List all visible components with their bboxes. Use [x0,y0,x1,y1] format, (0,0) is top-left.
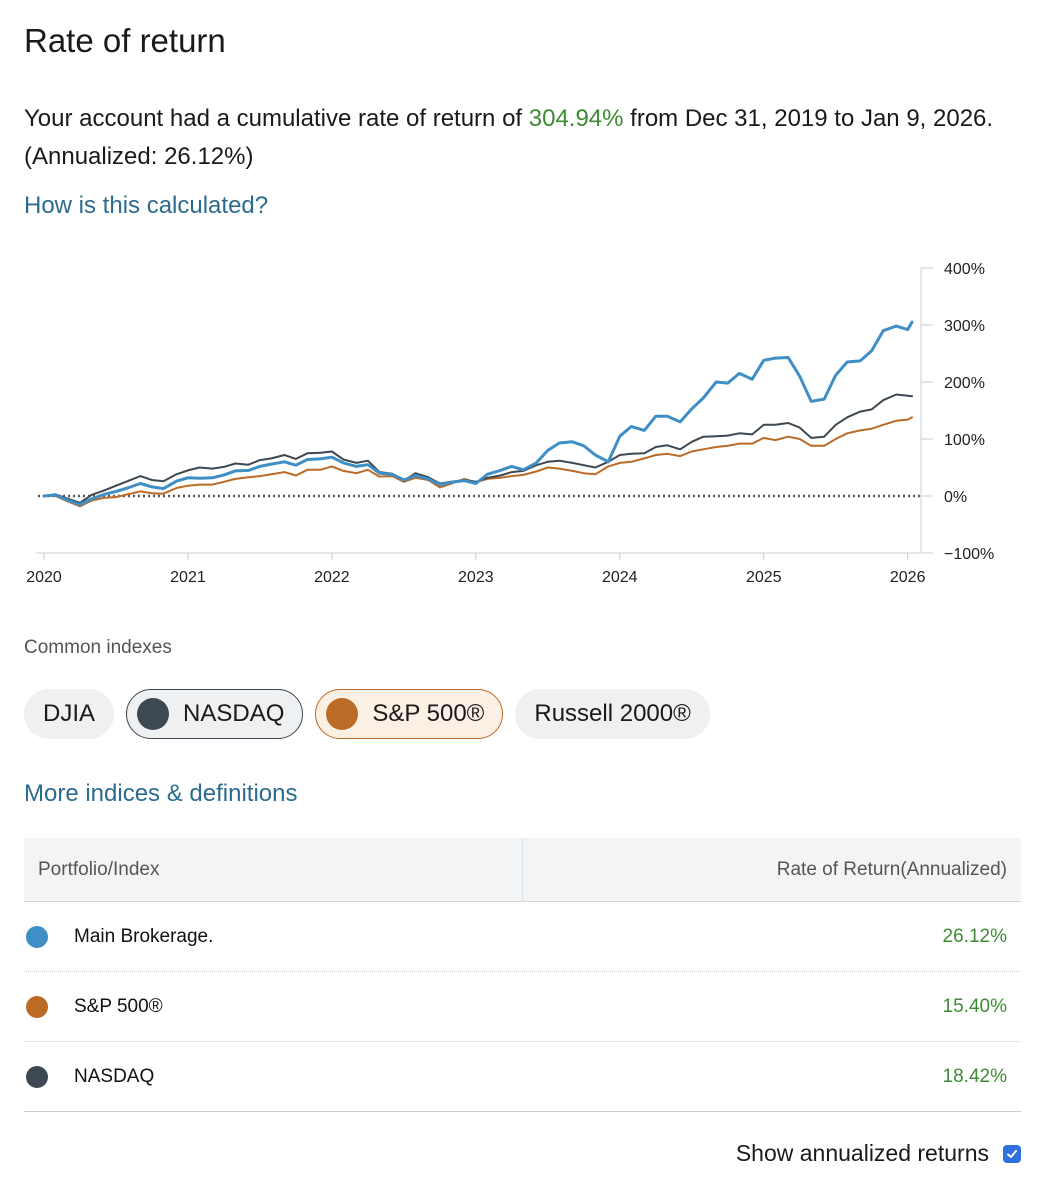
index-toggle-group: DJIA NASDAQ S&P 500® Russell 2000® [24,689,710,739]
col-header-portfolio[interactable]: Portfolio/Index [38,858,160,880]
table-header: Portfolio/Index Rate of Return(Annualize… [24,838,1021,902]
index-pill-label: Russell 2000® [534,700,691,727]
x-tick-label: 2026 [890,569,926,586]
x-tick-label: 2025 [746,569,782,586]
x-tick-label: 2021 [170,569,206,586]
row-name: S&P 500® [74,995,163,1017]
nasdaq-color-dot [137,698,170,730]
page-title: Rate of return [24,22,226,59]
series-color-dot [26,995,48,1018]
series-line-s-p-500 [43,416,913,508]
col-header-rate-of-return[interactable]: Rate of Return(Annualized) [522,838,1021,901]
x-tick-label: 2020 [26,569,62,586]
common-indexes-label: Common indexes [24,637,172,658]
index-pill-djia[interactable]: DJIA [24,689,115,739]
y-tick-label: 200% [944,375,985,392]
cumulative-return-value: 304.94% [528,105,624,132]
rate-of-return-chart: 400% 300% 200% 100% 0% −100% 2020 2021 2022 2023 2… [26,261,994,586]
x-tick-label: 2023 [458,569,494,586]
index-pill-label: NASDAQ [183,700,285,727]
row-value: 18.42% [942,1065,1007,1087]
y-tick-label: 300% [944,318,985,335]
row-value: 26.12% [942,925,1007,947]
toggle-label: Show annualized returns [735,1140,989,1166]
x-tick-label: 2024 [602,569,638,586]
returns-table: Portfolio/Index Rate of Return(Annualize… [24,838,1021,1112]
annualized-checkbox[interactable] [1003,1144,1021,1163]
y-tick-label: 0% [944,489,967,506]
index-pill-sp500[interactable]: S&P 500® [315,689,504,739]
series-color-dot [26,925,48,948]
row-name: NASDAQ [74,1065,155,1087]
series-color-dot [26,1065,48,1088]
summary-prefix: Your account had a cumulative rate of re… [24,105,529,132]
how-calculated-link[interactable]: How is this calculated? [24,192,269,219]
row-name: Main Brokerage. [74,925,214,947]
more-indices-link[interactable]: More indices & definitions [24,780,298,807]
index-pill-russell-2000[interactable]: Russell 2000® [515,689,710,739]
summary-suffix: from Dec 31, 2019 to Jan 9, 2026. (Annua… [24,105,994,170]
y-tick-label: −100% [944,546,994,563]
row-value: 15.40% [942,995,1007,1017]
checkmark-icon [1007,1149,1017,1158]
table-row: NASDAQ 18.42% [24,1042,1021,1112]
series-line-nasdaq [43,393,913,504]
y-tick-label: 100% [944,432,985,449]
index-pill-label: S&P 500® [372,700,485,727]
sp500-color-dot [326,698,359,730]
series-line-main-brokerage [42,320,914,507]
y-tick-label: 400% [944,261,985,278]
x-tick-label: 2022 [314,569,350,586]
annualized-returns-toggle[interactable]: Show annualized returns [736,1140,1021,1167]
table-row: S&P 500® 15.40% [24,972,1021,1042]
return-summary: Your account had a cumulative rate of re… [24,100,1024,176]
index-pill-nasdaq[interactable]: NASDAQ [126,689,304,739]
table-row: Main Brokerage. 26.12% [24,902,1021,972]
index-pill-label: DJIA [43,700,96,727]
